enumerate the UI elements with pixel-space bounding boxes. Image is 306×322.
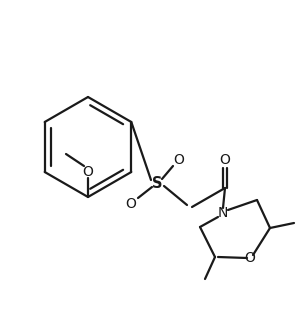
Text: O: O bbox=[244, 251, 256, 265]
Text: N: N bbox=[218, 206, 228, 220]
Text: O: O bbox=[174, 153, 185, 167]
Text: O: O bbox=[220, 153, 230, 167]
Text: O: O bbox=[125, 197, 136, 211]
Text: S: S bbox=[152, 175, 162, 191]
Text: O: O bbox=[83, 165, 93, 179]
